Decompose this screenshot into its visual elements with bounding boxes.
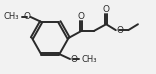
Text: CH₃: CH₃	[3, 12, 19, 21]
Text: O: O	[23, 12, 30, 21]
Text: O: O	[116, 26, 123, 35]
Text: O: O	[71, 55, 78, 64]
Text: O: O	[103, 5, 110, 14]
Text: CH₃: CH₃	[82, 55, 97, 64]
Text: O: O	[78, 12, 85, 21]
